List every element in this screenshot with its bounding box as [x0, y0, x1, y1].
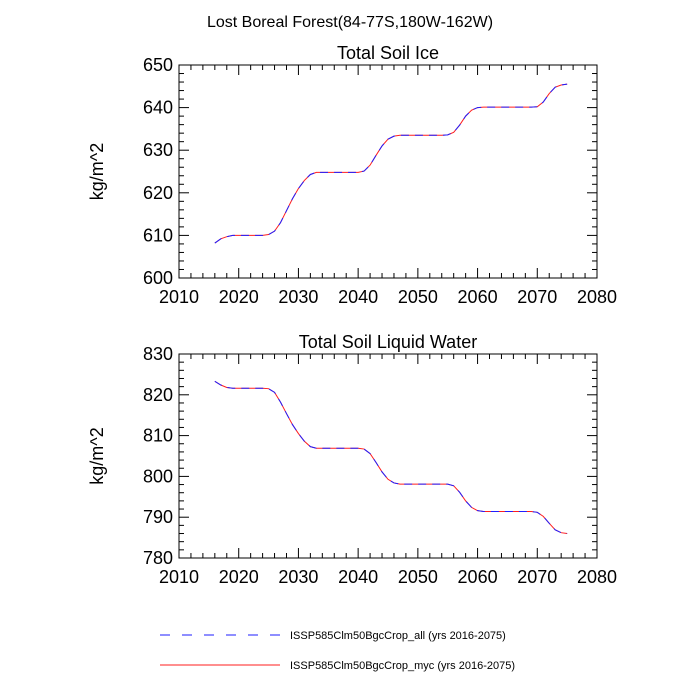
x-tick-label-total-soil-liquid-water: 2010 — [159, 567, 199, 587]
x-tick-label-total-soil-ice: 2020 — [219, 287, 259, 307]
y-tick-label-total-soil-ice: 600 — [143, 268, 173, 288]
plot-frame-total-soil-liquid-water — [178, 353, 598, 559]
x-tick-label-total-soil-liquid-water: 2070 — [517, 567, 557, 587]
x-tick-label-total-soil-liquid-water: 2040 — [338, 567, 378, 587]
y-axis-label-total-soil-liquid-water: kg/m^2 — [87, 427, 107, 484]
panel-total-soil-liquid-water: Total Soil Liquid Water 2010 2020 2030 2040 2… — [87, 332, 617, 587]
x-tick-label-total-soil-ice: 2040 — [338, 287, 378, 307]
y-tick-label-total-soil-ice: 630 — [143, 140, 173, 160]
panel-title-total-soil-liquid-water: Total Soil Liquid Water — [299, 332, 477, 352]
y-tick-label-total-soil-liquid-water: 810 — [143, 426, 173, 446]
x-tick-label-total-soil-liquid-water: 2050 — [398, 567, 438, 587]
y-tick-label-total-soil-liquid-water: 800 — [143, 466, 173, 486]
x-tick-label-total-soil-ice: 2060 — [458, 287, 498, 307]
series-line-all-total-soil-ice — [214, 83, 568, 244]
y-axis-label-total-soil-ice: kg/m^2 — [87, 143, 107, 200]
y-tick-label-total-soil-ice: 610 — [143, 225, 173, 245]
y-tick-label-total-soil-ice: 640 — [143, 98, 173, 118]
y-tick-label-total-soil-liquid-water: 780 — [143, 548, 173, 568]
series-line-myc-total-soil-ice — [214, 83, 568, 244]
figure-title: Lost Boreal Forest(84-77S,180W-162W) — [207, 14, 493, 31]
x-tick-label-total-soil-liquid-water: 2020 — [219, 567, 259, 587]
x-tick-label-total-soil-ice: 2070 — [517, 287, 557, 307]
y-tick-label-total-soil-liquid-water: 790 — [143, 507, 173, 527]
x-tick-label-total-soil-ice: 2010 — [159, 287, 199, 307]
y-tick-label-total-soil-ice: 650 — [143, 55, 173, 75]
legend: ISSP585Clm50BgcCrop_all (yrs 2016-2075) I… — [160, 630, 515, 672]
legend-label-all: ISSP585Clm50BgcCrop_all (yrs 2016-2075) — [290, 630, 506, 642]
series-line-all-total-soil-liquid-water — [214, 380, 568, 535]
x-tick-label-total-soil-ice: 2080 — [577, 287, 617, 307]
y-tick-label-total-soil-liquid-water: 820 — [143, 385, 173, 405]
x-tick-label-total-soil-liquid-water: 2030 — [278, 567, 318, 587]
panel-title-total-soil-ice: Total Soil Ice — [337, 43, 439, 63]
panel-total-soil-ice: Total Soil Ice 2010 2020 2030 2040 2050 2060 20… — [87, 43, 617, 307]
y-tick-label-total-soil-ice: 620 — [143, 183, 173, 203]
x-tick-label-total-soil-liquid-water: 2080 — [577, 567, 617, 587]
y-tick-label-total-soil-liquid-water: 830 — [143, 344, 173, 364]
legend-label-myc: ISSP585Clm50BgcCrop_myc (yrs 2016-2075) — [290, 660, 515, 672]
x-tick-label-total-soil-ice: 2050 — [398, 287, 438, 307]
x-tick-label-total-soil-ice: 2030 — [278, 287, 318, 307]
plot-frame-total-soil-ice — [178, 64, 598, 279]
series-line-myc-total-soil-liquid-water — [214, 380, 568, 535]
x-tick-label-total-soil-liquid-water: 2060 — [458, 567, 498, 587]
